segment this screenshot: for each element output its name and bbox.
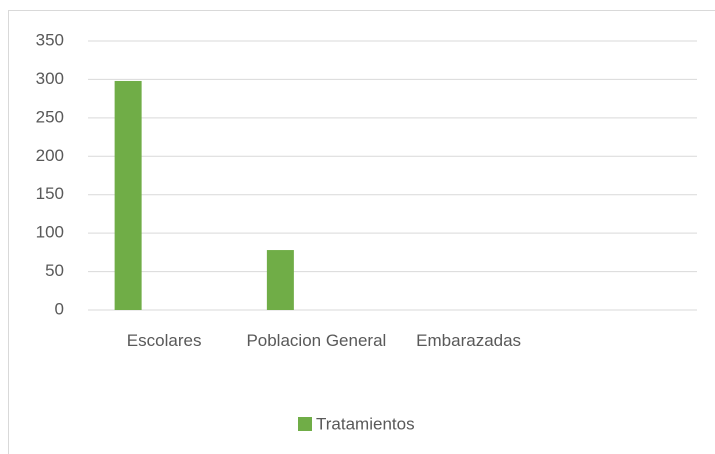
legend-label: Tratamientos [316,414,415,433]
y-tick-label: 300 [36,69,64,88]
y-tick-label: 50 [45,261,64,280]
x-tick-label: Escolares [126,331,202,350]
y-tick-label: 250 [36,107,64,126]
bar [114,80,142,310]
x-tick-label: Poblacion General [246,331,387,350]
legend-swatch [298,417,312,431]
x-tick-label: Embarazadas [416,331,522,350]
bar [266,250,294,310]
y-tick-label: 350 [36,30,64,49]
y-tick-label: 0 [55,299,64,318]
chart-border [8,10,715,454]
y-tick-label: 100 [36,223,64,242]
y-tick-label: 150 [36,184,64,203]
y-tick-label: 200 [36,146,64,165]
